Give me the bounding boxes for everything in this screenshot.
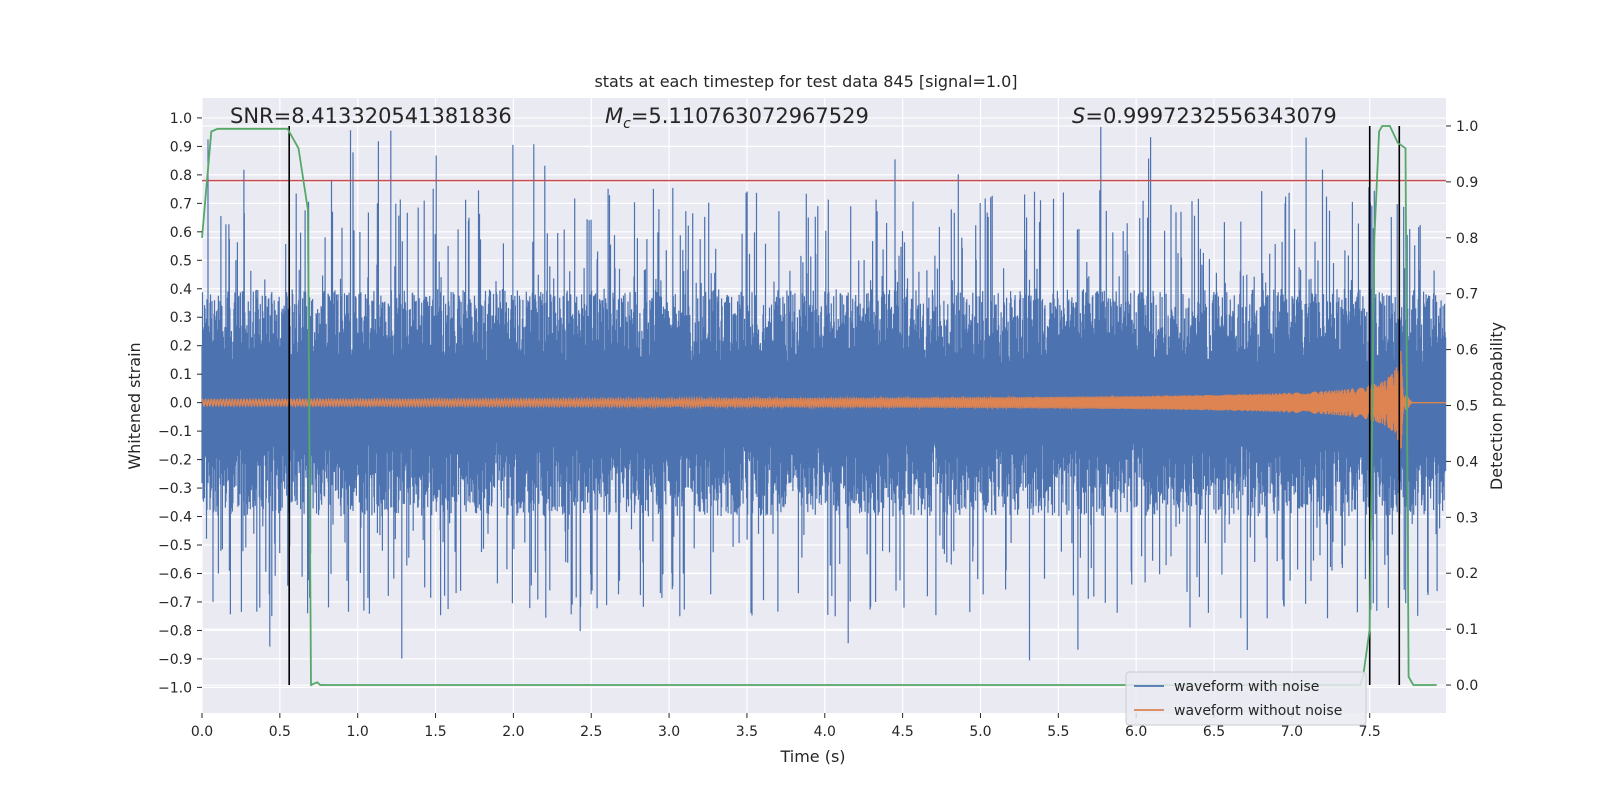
- x-tick-label: 0.0: [191, 724, 213, 740]
- y2-tick-label: 0.1: [1456, 622, 1478, 638]
- y-tick-label: −0.6: [158, 566, 192, 582]
- x-tick-label: 5.0: [969, 724, 991, 740]
- chirp-mass-symbol: M: [605, 104, 623, 128]
- chart-title: stats at each timestep for test data 845…: [594, 72, 1017, 91]
- y-tick-label: −0.5: [158, 538, 192, 554]
- x-tick-label: 3.5: [736, 724, 758, 740]
- y-tick-label: 0.9: [170, 139, 192, 155]
- y-tick-label: 1.0: [170, 111, 192, 127]
- legend-box: [1125, 671, 1367, 726]
- x-tick-label: 3.0: [658, 724, 680, 740]
- y2-tick-label: 0.8: [1456, 231, 1478, 247]
- y-tick-label: 0.4: [170, 282, 192, 298]
- x-tick-label: 6.0: [1125, 724, 1147, 740]
- score-symbol: S: [1072, 104, 1085, 128]
- y-tick-label: 0.1: [170, 367, 192, 383]
- x-tick-label: 6.5: [1203, 724, 1225, 740]
- x-tick-label: 2.5: [580, 724, 602, 740]
- x-tick-label: 0.5: [269, 724, 291, 740]
- chirp-mass-annotation: Mc=5.110763072967529: [605, 104, 869, 132]
- y-tick-label: 0.5: [170, 253, 192, 269]
- y-tick-label: 0.3: [170, 310, 192, 326]
- chirp-mass-subscript: c: [623, 116, 631, 132]
- x-axis-label: Time (s): [779, 747, 845, 766]
- y2-tick-label: 0.7: [1456, 287, 1478, 303]
- y2-tick-label: 1.0: [1456, 119, 1478, 135]
- x-tick-label: 2.0: [502, 724, 524, 740]
- y-tick-label: −0.7: [158, 595, 192, 611]
- legend: waveform with noise waveform without noi…: [1125, 671, 1367, 726]
- y-tick-label: −0.9: [158, 652, 192, 668]
- x-tick-label: 5.5: [1047, 724, 1069, 740]
- y2-tick-label: 0.5: [1456, 399, 1478, 415]
- y-tick-label: 0.8: [170, 168, 192, 184]
- y-tick-label: −0.3: [158, 481, 192, 497]
- x-tick-label: 4.0: [814, 724, 836, 740]
- y-tick-label: 0.0: [170, 396, 192, 412]
- y-tick-label: −0.2: [158, 453, 192, 469]
- score-value: =0.9997232556343079: [1085, 104, 1336, 128]
- x-tick-label: 1.0: [347, 724, 369, 740]
- x-tick-label: 7.5: [1359, 724, 1381, 740]
- y-axis-label: Whitened strain: [125, 342, 144, 469]
- chirp-mass-value: =5.110763072967529: [631, 104, 869, 128]
- y2-tick-label: 0.3: [1456, 510, 1478, 526]
- y-tick-label: 0.2: [170, 339, 192, 355]
- x-tick-label: 7.0: [1281, 724, 1303, 740]
- y2-tick-label: 0.0: [1456, 678, 1478, 694]
- y-tick-label: −0.1: [158, 424, 192, 440]
- clean-waveform-line: [201, 350, 1446, 450]
- y-tick-label: −1.0: [158, 680, 192, 696]
- y2-tick-label: 0.2: [1456, 566, 1478, 582]
- y-tick-label: −0.4: [158, 510, 192, 526]
- x-tick-label: 1.5: [424, 724, 446, 740]
- legend-label-clean: waveform without noise: [1174, 703, 1342, 719]
- legend-label-noise: waveform with noise: [1174, 679, 1319, 695]
- score-annotation: S=0.9997232556343079: [1072, 104, 1337, 128]
- snr-annotation: SNR=8.413320541381836: [230, 104, 512, 128]
- y-tick-label: 0.7: [170, 196, 192, 212]
- x-tick-label: 4.5: [891, 724, 913, 740]
- y-tick-label: −0.8: [158, 623, 192, 639]
- y2-tick-label: 0.6: [1456, 343, 1478, 359]
- y2-tick-label: 0.4: [1456, 454, 1478, 470]
- y-tick-label: 0.6: [170, 225, 192, 241]
- y2-tick-label: 0.9: [1456, 175, 1478, 191]
- y2-axis-label: Detection probability: [1487, 322, 1506, 490]
